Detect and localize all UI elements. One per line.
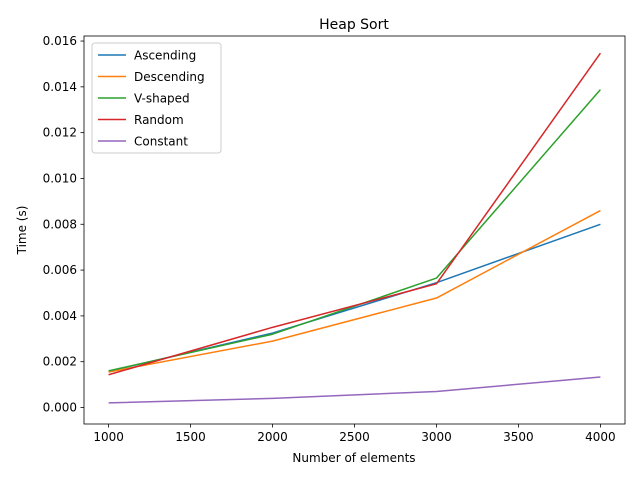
y-axis-label: Time (s): [15, 206, 29, 256]
legend-label-ascending: Ascending: [134, 49, 196, 63]
x-tick-label: 4000: [585, 430, 616, 444]
y-tick-label: 0.006: [43, 263, 77, 277]
legend-label-random: Random: [134, 113, 184, 127]
y-tick-label: 0.000: [43, 401, 77, 415]
y-tick-label: 0.016: [43, 34, 77, 48]
x-tick-label: 3500: [503, 430, 534, 444]
y-tick-label: 0.002: [43, 355, 77, 369]
x-tick-label: 1500: [175, 430, 206, 444]
chart-title: Heap Sort: [319, 17, 389, 33]
y-tick-label: 0.008: [43, 217, 77, 231]
legend: Ascending Descending V-shaped Random Constan…: [91, 42, 222, 154]
x-axis-ticks: 1000 1500 2000 2500 3000 3500 4000: [93, 424, 616, 444]
series-lines: [108, 52, 602, 404]
y-axis-ticks: 0.000 0.002 0.004 0.006 0.008 0.010 0.012 0.014…: [43, 34, 84, 415]
x-tick-label: 2500: [339, 430, 370, 444]
legend-label-constant: Constant: [134, 135, 188, 149]
series-line-random: [108, 52, 602, 376]
y-tick-label: 0.012: [43, 126, 77, 140]
legend-box: [91, 42, 222, 154]
x-axis-label: Number of elements: [292, 451, 415, 465]
y-tick-label: 0.004: [43, 309, 77, 323]
y-tick-label: 0.010: [43, 171, 77, 185]
plot-area-frame: [83, 35, 626, 425]
x-tick-label: 3000: [421, 430, 452, 444]
x-tick-label: 2000: [257, 430, 288, 444]
series-line-descending: [108, 209, 601, 373]
x-tick-label: 1000: [93, 430, 124, 444]
y-tick-label: 0.014: [43, 80, 77, 94]
legend-label-v-shaped: V-shaped: [134, 92, 190, 106]
legend-label-descending: Descending: [134, 70, 205, 84]
series-line-constant: [108, 376, 601, 404]
